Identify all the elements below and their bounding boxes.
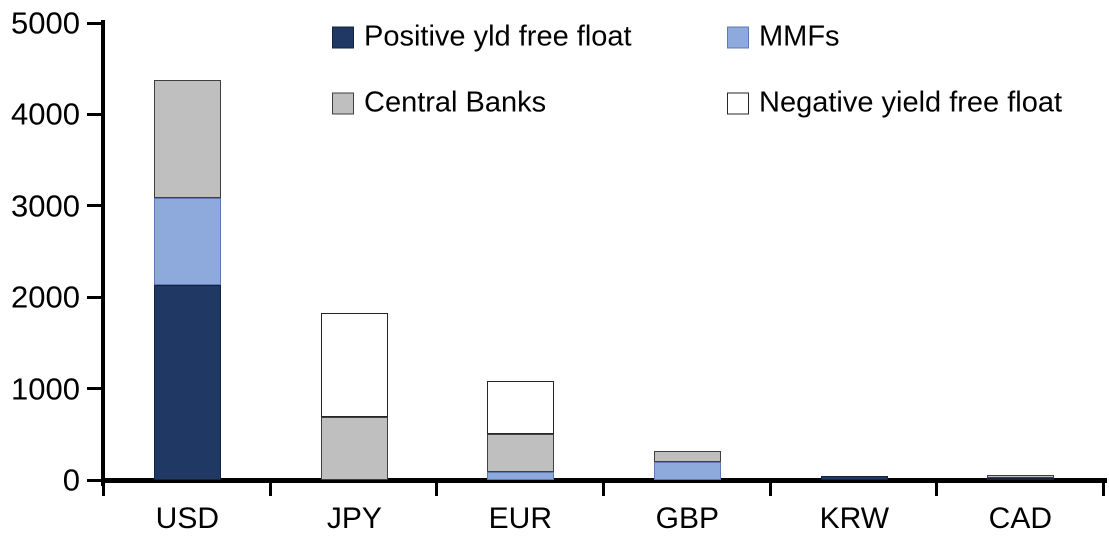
y-axis-line (101, 20, 105, 486)
bar-segment-central-banks (154, 80, 221, 198)
y-tick (87, 21, 104, 25)
bar-segment-central-banks (487, 434, 554, 472)
legend-swatch-negative-yield-free-float (727, 92, 749, 114)
bar-segment-negative-yield-free-float (321, 313, 388, 417)
legend-label: MMFs (759, 20, 840, 53)
legend-item-mmfs: MMFs (727, 20, 840, 53)
y-tick-label: 0 (62, 462, 80, 498)
x-tick (102, 483, 105, 496)
x-tick (435, 483, 439, 496)
x-tick (768, 483, 772, 496)
x-tick (602, 483, 605, 496)
legend-swatch-positive-yld-free-float (332, 26, 354, 48)
y-tick (87, 295, 104, 299)
x-category-label: JPY (326, 502, 382, 535)
y-tick (87, 387, 104, 391)
x-category-label: KRW (819, 502, 890, 535)
legend-label: Positive yld free float (364, 20, 632, 53)
y-tick-label: 1000 (11, 371, 80, 407)
x-tick (935, 483, 939, 496)
x-category-label: EUR (488, 502, 552, 535)
legend-label: Negative yield free float (759, 86, 1063, 119)
y-tick-label: 3000 (11, 188, 80, 224)
x-axis-line (101, 478, 1107, 483)
bar-segment-central-banks (654, 451, 721, 462)
legend-swatch-mmfs (727, 26, 749, 48)
legend-item-positive-yld-free-float: Positive yld free float (332, 20, 632, 53)
bar-segment-mmfs (487, 472, 554, 480)
y-tick-label: 2000 (11, 279, 80, 315)
x-category-label: GBP (655, 502, 719, 535)
y-tick-label: 4000 (11, 96, 80, 132)
bar-segment-positive-yld-free-float (987, 478, 1054, 480)
bar-segment-central-banks (987, 475, 1054, 478)
bar-segment-central-banks (321, 417, 388, 480)
x-tick (1102, 483, 1105, 496)
bar-segment-positive-yld-free-float (154, 285, 221, 480)
y-tick-label: 5000 (11, 5, 80, 41)
bar-segment-positive-yld-free-float (821, 476, 888, 480)
bar-segment-negative-yield-free-float (487, 381, 554, 434)
bar-segment-mmfs (154, 198, 221, 285)
y-tick (87, 478, 104, 482)
legend-item-central-banks: Central Banks (332, 86, 547, 119)
legend-label: Central Banks (364, 86, 547, 119)
x-category-label: CAD (988, 502, 1052, 535)
x-tick (268, 483, 272, 496)
legend-item-negative-yield-free-float: Negative yield free float (727, 86, 1063, 119)
y-tick (87, 112, 104, 116)
y-tick (87, 204, 104, 208)
legend-swatch-central-banks (332, 92, 354, 114)
x-category-label: USD (155, 502, 219, 535)
bar-segment-mmfs (654, 462, 721, 480)
